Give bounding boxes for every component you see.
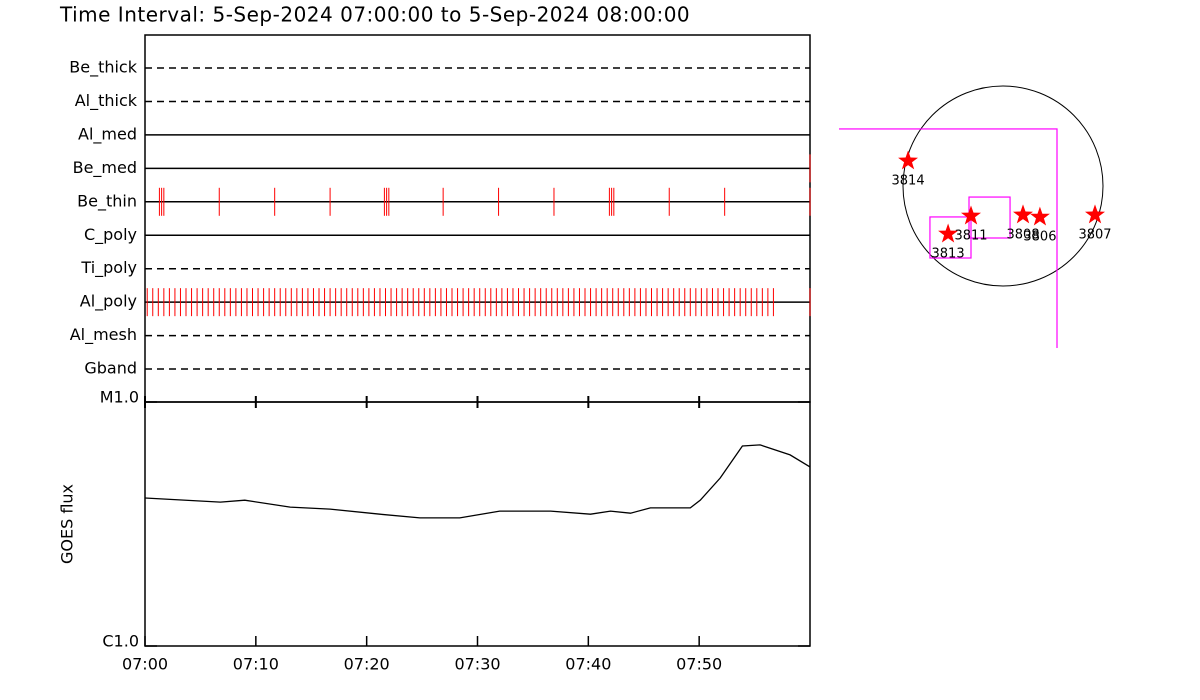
x-tick-label: 07:50 bbox=[676, 655, 722, 674]
region-label: 3811 bbox=[954, 229, 987, 244]
region-label: 3814 bbox=[892, 173, 925, 188]
solar-disk bbox=[902, 85, 1104, 287]
region-label: 3808 bbox=[1006, 227, 1039, 242]
region-label: 3806 bbox=[1023, 230, 1056, 245]
row-label: Al_thick bbox=[75, 91, 138, 111]
row-label: Al_poly bbox=[80, 292, 137, 312]
region-label: 3813 bbox=[932, 247, 965, 262]
region-marker bbox=[961, 205, 981, 225]
chart-title: Time Interval: 5-Sep-2024 07:00:00 to 5-… bbox=[59, 3, 690, 27]
flux-frame bbox=[144, 401, 811, 647]
region-marker bbox=[1030, 206, 1050, 226]
region-marker bbox=[1085, 204, 1105, 224]
x-tick-label: 07:00 bbox=[122, 655, 168, 674]
y-axis-label: GOES flux bbox=[58, 484, 77, 564]
region-marker bbox=[938, 223, 958, 243]
flux-line bbox=[144, 444, 811, 519]
fov-box bbox=[839, 128, 1058, 348]
region-label: 3807 bbox=[1078, 227, 1111, 242]
region-marker bbox=[898, 150, 918, 170]
row-label: Ti_poly bbox=[80, 258, 137, 278]
row-label: C_poly bbox=[84, 225, 137, 245]
row-label: Al_mesh bbox=[70, 325, 137, 345]
y-tick-label: M1.0 bbox=[100, 388, 139, 407]
row-label: Al_med bbox=[78, 124, 137, 144]
row-label: Be_med bbox=[73, 158, 137, 178]
row-label: Be_thin bbox=[77, 191, 137, 211]
x-tick-label: 07:10 bbox=[233, 655, 279, 674]
y-tick-label: C1.0 bbox=[102, 632, 139, 651]
row-label: Gband bbox=[84, 359, 137, 378]
x-tick-label: 07:20 bbox=[344, 655, 390, 674]
x-tick-label: 07:40 bbox=[565, 655, 611, 674]
timeline-frame bbox=[144, 34, 811, 403]
row-label: Be_thick bbox=[69, 58, 137, 78]
region-marker bbox=[1013, 204, 1033, 224]
x-tick-label: 07:30 bbox=[454, 655, 500, 674]
